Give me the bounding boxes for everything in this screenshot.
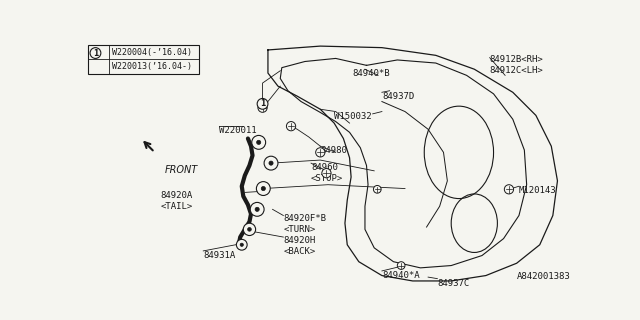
Circle shape	[269, 161, 273, 165]
Text: 84912B<RH>
84912C<LH>: 84912B<RH> 84912C<LH>	[490, 55, 543, 76]
Circle shape	[248, 228, 252, 231]
Circle shape	[243, 223, 255, 236]
Text: W220013(’16.04-): W220013(’16.04-)	[113, 62, 193, 71]
Text: 84937D: 84937D	[382, 92, 414, 101]
Circle shape	[257, 99, 268, 109]
Text: 1: 1	[260, 99, 265, 108]
Circle shape	[322, 169, 331, 178]
Circle shape	[397, 262, 405, 269]
Text: 84937C: 84937C	[437, 279, 470, 288]
Text: W150032: W150032	[334, 112, 372, 121]
Circle shape	[261, 187, 266, 191]
Text: FRONT: FRONT	[164, 165, 198, 175]
Circle shape	[504, 185, 513, 194]
Bar	[88, 44, 200, 74]
Circle shape	[236, 239, 247, 250]
Text: 1: 1	[93, 49, 98, 58]
Circle shape	[316, 148, 325, 157]
Circle shape	[257, 182, 270, 196]
Text: W220004(-’16.04): W220004(-’16.04)	[113, 48, 193, 57]
Text: 84980: 84980	[320, 146, 347, 155]
Circle shape	[255, 207, 259, 212]
Circle shape	[240, 243, 243, 246]
Circle shape	[250, 203, 264, 216]
Circle shape	[287, 122, 296, 131]
Text: 84940*B: 84940*B	[353, 69, 390, 78]
Text: A842001383: A842001383	[517, 272, 570, 281]
Circle shape	[258, 103, 267, 112]
Circle shape	[264, 156, 278, 170]
Circle shape	[373, 186, 381, 193]
Text: 84920H
<BACK>: 84920H <BACK>	[284, 236, 316, 256]
Circle shape	[252, 135, 266, 149]
Text: 84920A
<TAIL>: 84920A <TAIL>	[160, 191, 193, 211]
Text: M120143: M120143	[519, 186, 557, 195]
Text: 84931A: 84931A	[204, 251, 236, 260]
Text: 84940*A: 84940*A	[382, 271, 420, 280]
Text: 84920F*B
<TURN>: 84920F*B <TURN>	[284, 214, 326, 234]
Text: W220011: W220011	[219, 126, 256, 135]
Circle shape	[90, 48, 101, 59]
Circle shape	[257, 140, 260, 144]
Text: 84960
<STOP>: 84960 <STOP>	[311, 163, 343, 183]
